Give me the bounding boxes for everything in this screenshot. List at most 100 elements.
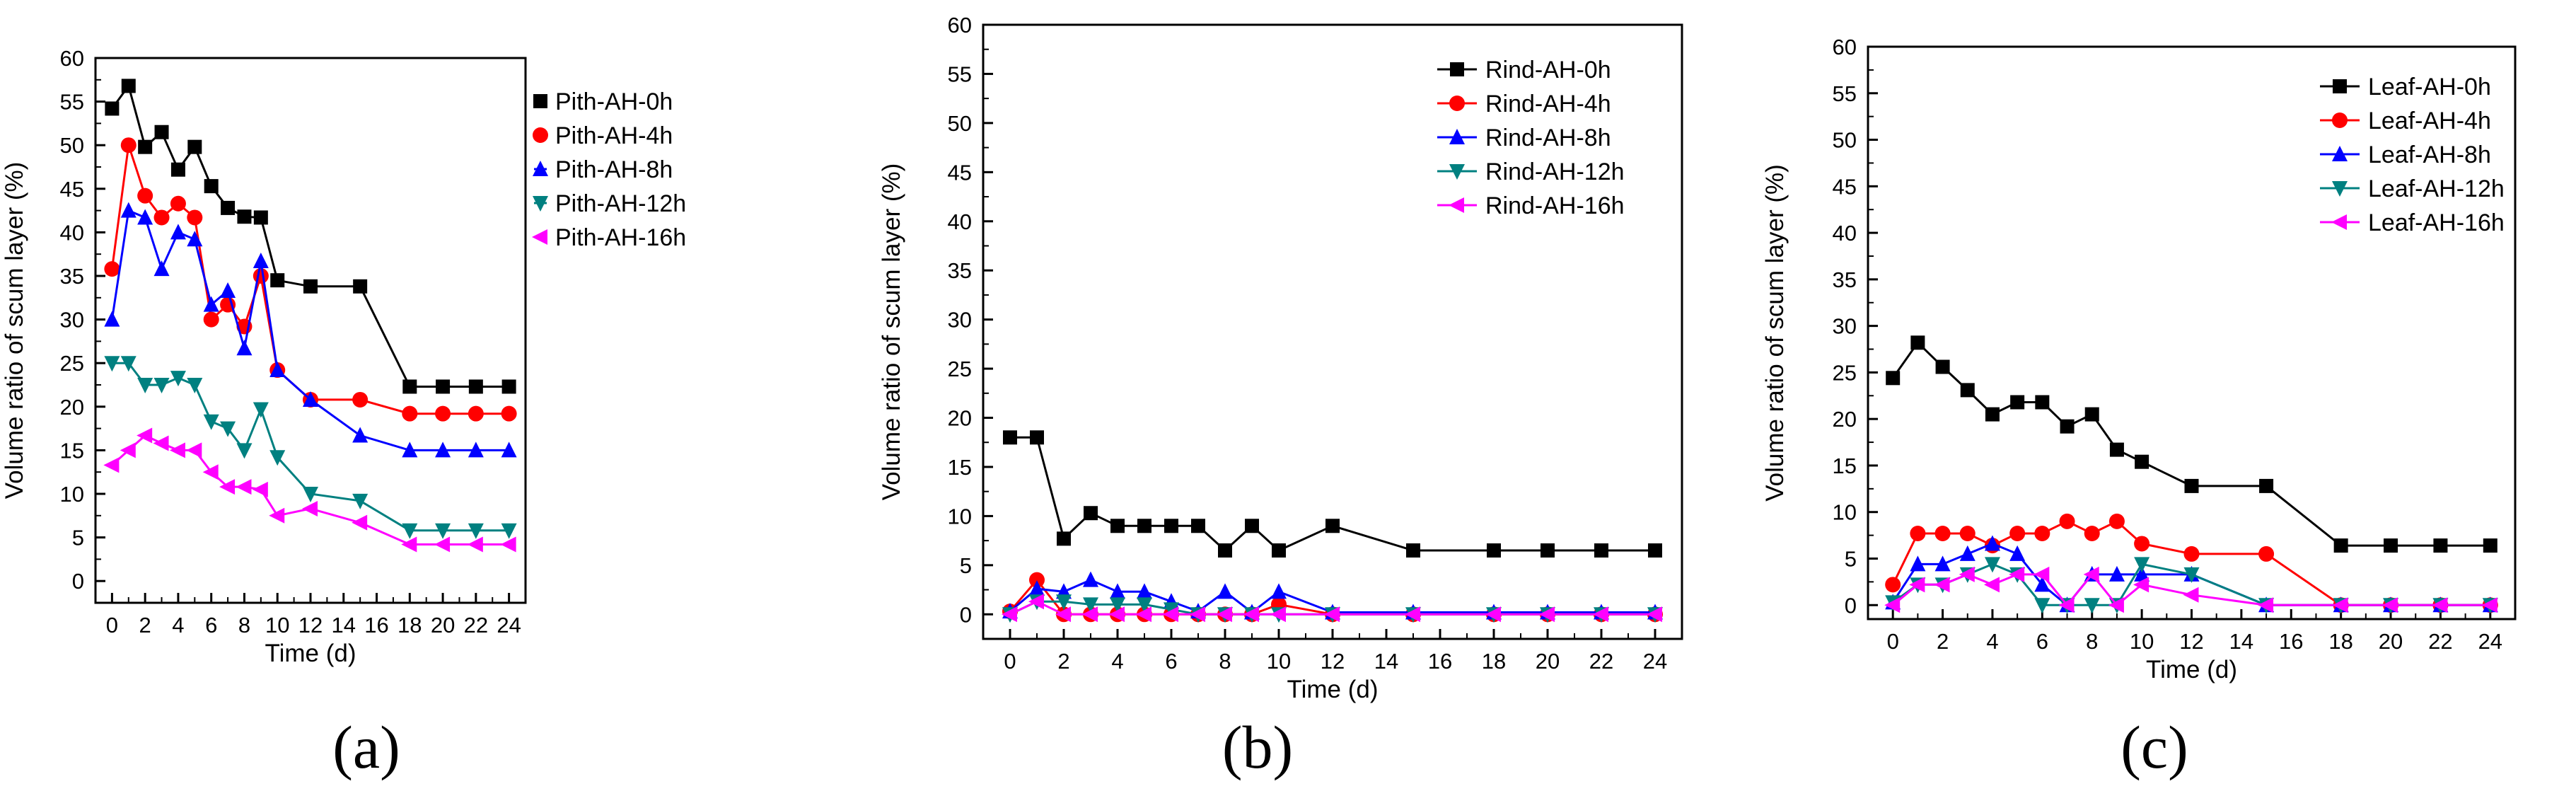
legend-label: Leaf-AH-12h (2368, 175, 2505, 202)
data-point (2108, 565, 2125, 582)
data-point (1910, 335, 1925, 350)
y-tick-label: 50 (948, 111, 972, 136)
data-point (138, 139, 153, 154)
data-point (1055, 606, 1071, 623)
legend-item: Leaf-AH-12h (2320, 175, 2505, 202)
legend-marker (533, 127, 548, 143)
y-tick-label: 60 (60, 46, 84, 71)
y-tick-label: 30 (1833, 314, 1857, 339)
legend: Pith-AH-0h Pith-AH-4h Pith-AH-8h Pith-AH-12… (532, 88, 686, 251)
legend: Leaf-AH-0h Leaf-AH-4h Leaf-AH-8h Leaf-AH-12… (2320, 74, 2505, 236)
legend-label: Pith-AH-8h (555, 156, 673, 183)
data-point (2134, 565, 2150, 582)
data-point (104, 261, 120, 277)
x-tick-label: 6 (2036, 629, 2048, 654)
data-point (1909, 577, 1925, 593)
x-tick-label: 0 (1004, 649, 1016, 674)
data-point (104, 311, 120, 327)
plot-frame (94, 57, 527, 604)
data-point (137, 378, 153, 393)
data-point (1886, 371, 1901, 386)
x-tick-label: 2 (1057, 649, 1069, 674)
data-point (1270, 606, 1286, 623)
data-point (2135, 454, 2149, 469)
data-point (170, 195, 186, 212)
legend-marker (2333, 79, 2347, 93)
data-point (236, 443, 253, 459)
legend-item: Pith-AH-4h (533, 122, 673, 149)
legend-label: Leaf-AH-0h (2368, 74, 2491, 100)
series-line (1010, 436, 1655, 553)
data-point (1325, 519, 1340, 533)
data-point (105, 101, 120, 116)
y-tick-label: 55 (60, 90, 84, 115)
data-point (270, 273, 285, 288)
legend-item: Leaf-AH-16h (2320, 209, 2505, 236)
data-point (153, 378, 170, 393)
data-point (1648, 543, 1662, 558)
legend-item: Pith-AH-8h (533, 156, 673, 183)
data-point (137, 209, 153, 225)
data-point (1083, 571, 1098, 587)
data-point (1191, 519, 1205, 533)
y-tick-label: 45 (1833, 174, 1857, 199)
legend-label: Rind-AH-0h (1485, 57, 1611, 83)
legend-label: Rind-AH-12h (1485, 158, 1625, 185)
data-point (1910, 555, 1926, 572)
data-point (1137, 519, 1151, 533)
series-Pith-AH-0h (105, 79, 516, 394)
legend-item: Rind-AH-4h (1437, 91, 1611, 117)
data-point (187, 209, 203, 226)
data-point (2133, 577, 2149, 593)
panel-label: (a) (332, 713, 400, 781)
data-point (1959, 566, 1975, 582)
legend-label: Rind-AH-4h (1485, 91, 1611, 117)
data-point (1539, 606, 1555, 623)
data-point (468, 441, 484, 458)
data-point (269, 362, 286, 378)
data-point (253, 402, 269, 418)
legend-label: Pith-AH-12h (555, 190, 686, 217)
x-axis-title: Time (d) (2146, 656, 2237, 683)
data-point (500, 536, 516, 553)
x-axis-title: Time (d) (1287, 676, 1379, 703)
data-point (467, 536, 483, 553)
data-point (1885, 577, 1901, 593)
data-point (203, 296, 219, 312)
data-point (1934, 525, 1951, 541)
x-tick-label: 22 (2428, 629, 2452, 654)
y-tick-label: 35 (60, 264, 84, 289)
data-point (169, 442, 185, 458)
y-tick-label: 10 (1833, 500, 1857, 525)
data-point (1324, 606, 1340, 623)
data-point (2058, 597, 2075, 613)
x-tick-label: 18 (2328, 629, 2352, 654)
x-tick-label: 4 (172, 613, 184, 637)
y-tick-label: 10 (60, 482, 84, 507)
series-Pith-AH-4h (104, 137, 517, 422)
data-point (1647, 606, 1662, 623)
data-point (352, 427, 369, 443)
data-point (1935, 359, 1950, 374)
series-Rind-AH-0h (1003, 430, 1662, 558)
x-tick-label: 24 (497, 613, 521, 637)
data-point (1002, 606, 1017, 623)
legend-marker (533, 94, 547, 108)
data-point (1217, 606, 1232, 623)
data-point (1164, 519, 1178, 533)
data-point (2184, 478, 2199, 493)
data-point (1884, 597, 1901, 613)
data-point (2183, 545, 2200, 562)
data-point (303, 487, 318, 502)
y-tick-label: 5 (960, 553, 972, 578)
y-tick-label: 5 (1845, 546, 1857, 571)
data-point (137, 427, 153, 444)
y-axis-title: Volume ratio of scum layer (%) (878, 163, 905, 501)
data-point (2183, 587, 2199, 603)
y-tick-label: 50 (1833, 128, 1857, 153)
legend-label: Leaf-AH-8h (2368, 142, 2491, 168)
data-point (137, 187, 153, 204)
y-tick-label: 20 (1833, 407, 1857, 432)
